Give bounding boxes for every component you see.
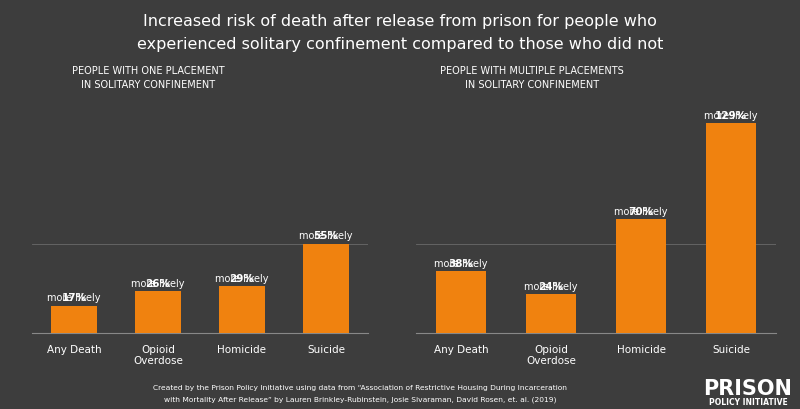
Text: 55%: 55% bbox=[314, 231, 338, 241]
Text: Created by the Prison Policy Initiative using data from “Association of Restrict: Created by the Prison Policy Initiative … bbox=[153, 384, 567, 391]
Text: 26%: 26% bbox=[146, 278, 170, 288]
Text: experienced solitary confinement compared to those who did not: experienced solitary confinement compare… bbox=[137, 37, 663, 52]
Text: more likely: more likely bbox=[704, 99, 758, 121]
Text: Increased risk of death after release from prison for people who: Increased risk of death after release fr… bbox=[143, 14, 657, 29]
Text: more likely: more likely bbox=[434, 247, 488, 268]
Text: more likely: more likely bbox=[299, 219, 353, 241]
Bar bbox=[436, 272, 486, 333]
Text: with Mortality After Release” by Lauren Brinkley-Rubinstein, Josie Sivaraman, Da: with Mortality After Release” by Lauren … bbox=[164, 396, 556, 402]
Text: PEOPLE WITH MULTIPLE PLACEMENTS: PEOPLE WITH MULTIPLE PLACEMENTS bbox=[440, 65, 624, 75]
Text: more likely: more likely bbox=[524, 270, 578, 291]
Text: IN SOLITARY CONFINEMENT: IN SOLITARY CONFINEMENT bbox=[81, 80, 215, 90]
Text: POLICY INITIATIVE: POLICY INITIATIVE bbox=[709, 397, 787, 406]
Text: more likely: more likely bbox=[614, 195, 668, 216]
Bar bbox=[219, 286, 265, 333]
Text: more likely: more likely bbox=[215, 261, 269, 283]
Text: more likely: more likely bbox=[47, 281, 101, 303]
Bar bbox=[51, 306, 97, 333]
Bar bbox=[526, 294, 576, 333]
Text: 38%: 38% bbox=[449, 258, 474, 268]
Text: 29%: 29% bbox=[230, 273, 254, 283]
Bar bbox=[303, 244, 349, 333]
Bar bbox=[135, 291, 181, 333]
Text: 24%: 24% bbox=[538, 281, 563, 291]
Text: PEOPLE WITH ONE PLACEMENT: PEOPLE WITH ONE PLACEMENT bbox=[72, 65, 224, 75]
Text: 70%: 70% bbox=[629, 207, 654, 216]
Bar bbox=[616, 220, 666, 333]
Bar bbox=[706, 124, 756, 333]
Text: IN SOLITARY CONFINEMENT: IN SOLITARY CONFINEMENT bbox=[465, 80, 599, 90]
Text: PRISON: PRISON bbox=[703, 378, 793, 398]
Text: more likely: more likely bbox=[131, 266, 185, 288]
Text: 17%: 17% bbox=[62, 292, 86, 303]
Text: 129%: 129% bbox=[715, 111, 747, 121]
